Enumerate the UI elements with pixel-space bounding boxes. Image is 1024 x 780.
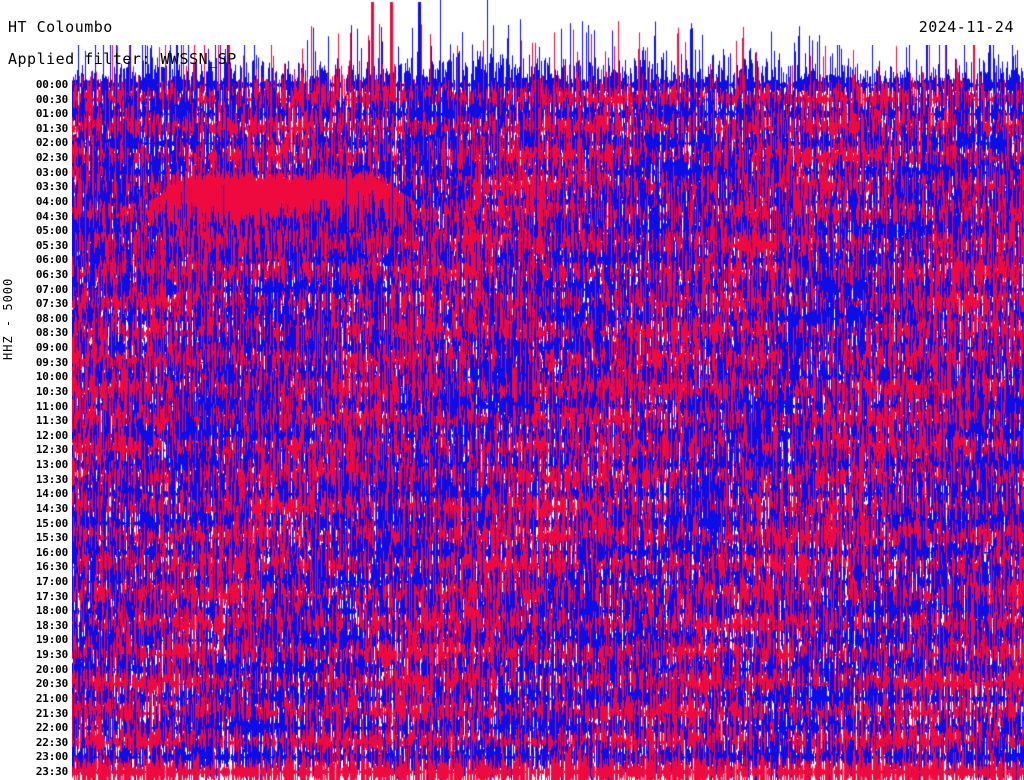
time-tick-label: 01:00	[35, 107, 68, 121]
time-tick-label: 21:30	[35, 706, 68, 720]
time-tick-label: 10:30	[35, 384, 68, 398]
time-tick-label: 11:00	[35, 399, 68, 413]
time-tick-label: 14:00	[35, 487, 68, 501]
time-tick-label: 15:00	[35, 516, 68, 530]
applied-filter-label: Applied filter: WWSSN_SP	[8, 50, 237, 68]
time-tick-label: 07:00	[35, 282, 68, 296]
time-tick-label: 23:00	[35, 750, 68, 764]
time-tick-label: 02:00	[35, 136, 68, 150]
time-tick-label: 15:30	[35, 531, 68, 545]
time-tick-label: 05:30	[35, 238, 68, 252]
seismogram-canvas[interactable]	[72, 0, 1024, 780]
time-tick-label: 06:30	[35, 268, 68, 282]
time-tick-label: 16:30	[35, 560, 68, 574]
time-axis-ticks: 00:00 00:30 01:00 01:30 02:00 02:30 03:00 03:30…	[0, 0, 72, 780]
time-tick-label: 18:30	[35, 618, 68, 632]
time-tick-label: 14:30	[35, 501, 68, 515]
time-tick-label: 09:30	[35, 355, 68, 369]
date-background	[824, 0, 1024, 45]
record-date: 2024-11-24	[918, 18, 1014, 36]
time-tick-label: 00:30	[35, 92, 68, 106]
time-tick-label: 16:00	[35, 545, 68, 559]
time-tick-label: 18:00	[35, 604, 68, 618]
time-tick-label: 06:00	[35, 253, 68, 267]
time-tick-label: 04:00	[35, 194, 68, 208]
title-background	[0, 0, 300, 45]
time-tick-label: 11:30	[35, 414, 68, 428]
time-tick-label: 22:00	[35, 721, 68, 735]
time-tick-label: 10:00	[35, 370, 68, 384]
time-tick-label: 03:00	[35, 165, 68, 179]
time-tick-label: 02:30	[35, 151, 68, 165]
time-tick-label: 00:00	[35, 78, 68, 91]
time-tick-label: 17:00	[35, 574, 68, 588]
time-tick-label: 04:30	[35, 209, 68, 223]
axis-background	[0, 0, 72, 780]
time-tick-label: 20:00	[35, 662, 68, 676]
time-tick-label: 09:00	[35, 341, 68, 355]
station-title: HT Coloumbo	[8, 18, 113, 36]
time-tick-label: 05:00	[35, 224, 68, 238]
time-tick-label: 21:00	[35, 691, 68, 705]
time-tick-label: 08:30	[35, 326, 68, 340]
seismogram-plot-area[interactable]	[72, 0, 1024, 780]
time-tick-label: 13:00	[35, 458, 68, 472]
time-tick-label: 08:00	[35, 311, 68, 325]
time-tick-label: 23:30	[35, 765, 68, 778]
time-tick-label: 12:30	[35, 443, 68, 457]
time-tick-label: 01:30	[35, 121, 68, 135]
time-tick-label: 19:30	[35, 648, 68, 662]
time-tick-label: 07:30	[35, 297, 68, 311]
time-tick-label: 12:00	[35, 428, 68, 442]
time-tick-label: 22:30	[35, 735, 68, 749]
time-tick-label: 19:00	[35, 633, 68, 647]
time-tick-label: 13:30	[35, 472, 68, 486]
time-tick-label: 03:30	[35, 180, 68, 194]
time-tick-label: 17:30	[35, 589, 68, 603]
time-tick-label: 20:30	[35, 677, 68, 691]
